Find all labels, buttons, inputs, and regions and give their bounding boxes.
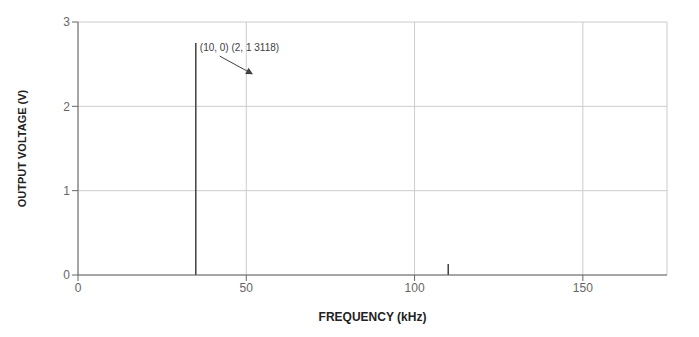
svg-text:1: 1	[63, 184, 70, 198]
svg-text:OUTPUT VOLTAGE (V): OUTPUT VOLTAGE (V)	[16, 89, 28, 207]
svg-text:(10, 0) (2, 1 3118): (10, 0) (2, 1 3118)	[200, 42, 279, 53]
svg-text:100: 100	[405, 281, 425, 295]
svg-text:0: 0	[63, 268, 70, 282]
svg-text:FREQUENCY (kHz): FREQUENCY (kHz)	[319, 310, 427, 324]
svg-text:0: 0	[75, 281, 82, 295]
svg-text:3: 3	[63, 15, 70, 29]
svg-text:50: 50	[240, 281, 254, 295]
svg-text:2: 2	[63, 100, 70, 114]
svg-text:150: 150	[573, 281, 593, 295]
